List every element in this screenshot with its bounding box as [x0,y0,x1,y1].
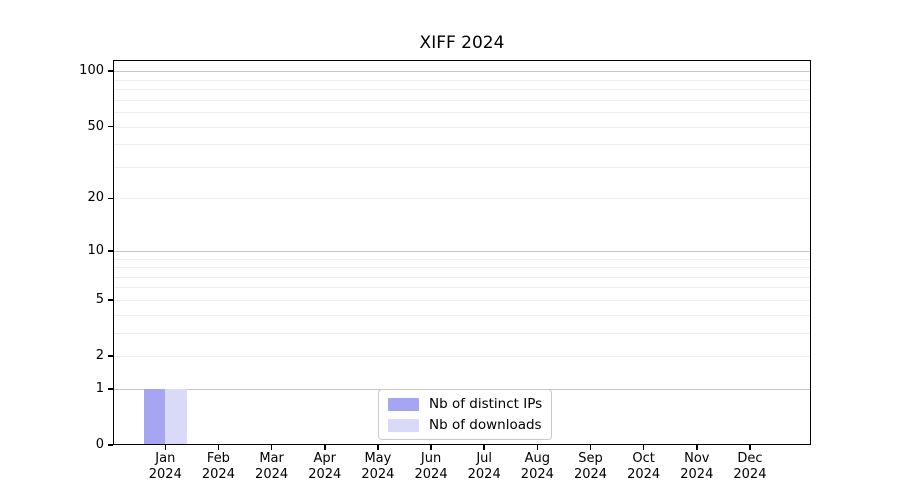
x-axis-year: 2024 [573,467,608,482]
x-axis-month: Nov [684,451,710,466]
legend-label-nb-of-downloads: Nb of downloads [429,417,542,433]
x-axis-tick-label: Feb 2024 [183,451,253,483]
gridline-minor [113,299,811,301]
x-axis-year: 2024 [201,467,235,482]
x-axis-year: 2024 [520,467,554,482]
y-axis-tick-label: 50 [87,118,104,134]
x-axis-tick-label: Aug 2024 [502,451,572,483]
x-axis-year: 2024 [467,467,501,482]
y-axis-tick-label: 5 [95,291,104,307]
x-axis-tick-label: Dec 2024 [715,451,785,483]
x-axis-year: 2024 [733,467,767,482]
x-axis-tick-label: Sep 2024 [556,451,626,483]
x-axis-tick [642,445,645,450]
x-axis-month: May [364,451,392,466]
legend: Nb of distinct IPs Nb of downloads [378,389,553,440]
gridline-minor [113,99,811,101]
gridline-major [113,250,811,252]
x-axis-tick [270,445,273,450]
legend-swatch-nb-of-distinct-ips [388,397,419,411]
y-axis-tick [107,250,113,252]
gridline-minor [113,89,811,91]
gridline-minor [113,314,811,316]
x-axis-month: Jun [420,451,442,466]
x-axis-year: 2024 [414,467,448,482]
plot-area [107,60,811,450]
x-axis-month: Apr [313,451,337,466]
x-axis-tick [696,445,698,450]
x-axis-tick [749,445,751,450]
x-axis-tick [430,445,432,450]
x-axis-tick-label: Jul 2024 [449,451,519,483]
gridline-minor [113,112,811,114]
y-axis-tick [107,125,113,128]
bar-nb-of-distinct-ips-jan [144,388,166,445]
x-axis-tick [324,445,326,450]
x-axis-year: 2024 [361,467,395,482]
bar-nb-of-downloads-jan [165,388,187,445]
y-axis-tick-label: 20 [87,190,104,206]
x-axis-tick-label: Jun 2024 [396,451,466,483]
x-axis-tick-label: May 2024 [343,451,413,483]
y-axis-tick [107,388,113,390]
x-axis-year: 2024 [255,467,289,482]
x-axis-tick [589,445,592,450]
y-axis-tick [107,444,113,446]
legend-label-nb-of-distinct-ips: Nb of distinct IPs [429,396,543,412]
y-axis-tick [107,70,113,72]
gridline-minor [113,287,811,289]
x-axis-tick [536,445,539,450]
gridline-minor [113,267,811,269]
y-axis-tick [107,355,113,357]
y-axis-tick-label: 100 [79,63,104,79]
y-axis-tick-label: 10 [87,242,104,258]
x-axis-month: Feb [206,451,230,466]
gridline-minor [113,126,811,128]
gridline-minor [113,356,811,358]
x-axis-year: 2024 [308,467,342,482]
x-axis-tick [377,445,379,450]
x-axis-tick-label: Apr 2024 [290,451,360,483]
gridline-minor [113,79,811,81]
gridline-major [113,71,811,73]
gridline-minor [113,332,811,334]
x-axis-tick-label: Oct 2024 [609,451,679,483]
x-axis-month: Oct [632,451,655,466]
x-axis-tick-label: Mar 2024 [237,451,307,483]
gridline-minor [113,198,811,200]
x-axis-month: Dec [737,451,763,466]
x-axis-year: 2024 [680,467,714,482]
x-axis-month: Sep [578,451,603,466]
y-axis-tick-label: 2 [95,348,104,364]
y-axis-tick-label: 1 [95,380,104,396]
x-axis-month: Mar [259,451,284,466]
gridline-minor [113,144,811,146]
y-axis-tick [107,197,113,200]
y-axis-tick-label: 0 [95,437,104,452]
x-axis-tick [483,445,485,450]
x-axis-tick [217,445,220,450]
chart-title: XIFF 2024 [419,33,505,53]
y-axis-tick [107,299,113,301]
x-axis-month: Jan [155,451,176,466]
gridline-minor [113,276,811,278]
x-axis-month: Jul [476,451,493,466]
legend-item-nb-of-distinct-ips: Nb of distinct IPs [388,396,542,412]
legend-item-nb-of-downloads: Nb of downloads [388,417,542,433]
gridline-minor [113,166,811,168]
x-axis-tick [164,445,167,450]
x-axis-month: Aug [524,451,551,466]
x-axis-tick-label: Jan 2024 [130,451,200,483]
x-axis-tick-label: Nov 2024 [662,451,732,483]
gridline-minor [113,258,811,260]
x-axis-year: 2024 [627,467,661,482]
x-axis-year: 2024 [148,467,182,482]
legend-swatch-nb-of-downloads [388,418,419,432]
